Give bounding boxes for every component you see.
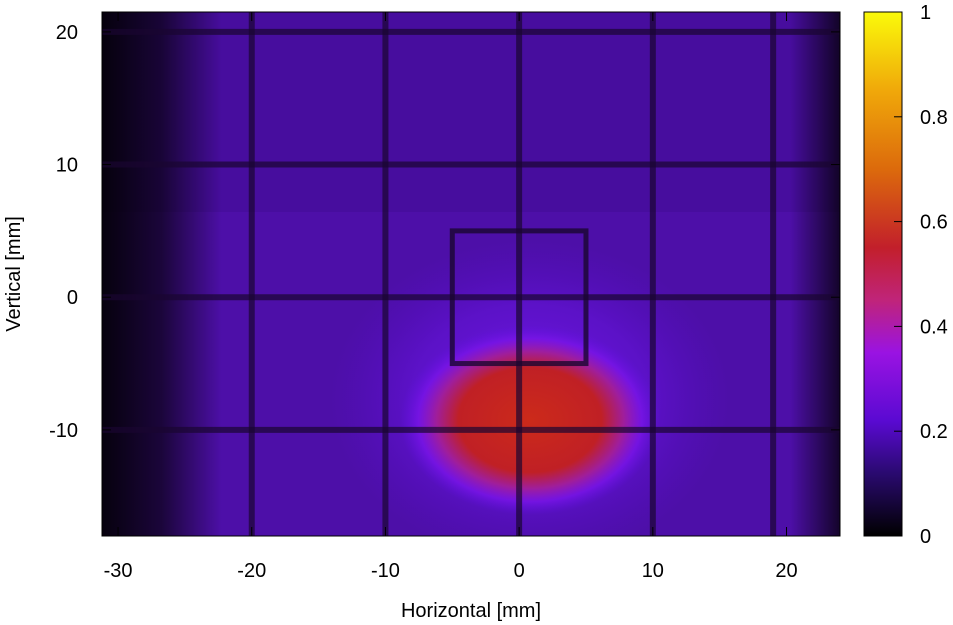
x-tick-label: -10 [371, 560, 400, 582]
x-axis-label: Horizontal [mm] [401, 600, 541, 622]
colorbar-tick-label: 0.4 [920, 316, 948, 338]
colorbar-tick-label: 0.8 [920, 107, 948, 129]
shadow-grid [102, 12, 840, 536]
y-tick-label: 10 [56, 155, 78, 177]
colorbar-tick-label: 1 [920, 2, 931, 24]
x-tick-label: 0 [514, 560, 525, 582]
y-tick-label: 0 [67, 287, 78, 309]
colorbar [863, 11, 903, 537]
colorbar-ticks: 0 0.2 0.4 0.6 0.8 1 [894, 2, 948, 548]
y-axis-ticks: -10 0 10 20 [49, 22, 840, 442]
colorbar-tick-label: 0.2 [920, 421, 948, 443]
left-dark-edge [102, 12, 222, 536]
colorbar-tick-label: 0 [920, 526, 931, 548]
x-tick-label: 10 [642, 560, 664, 582]
x-axis-ticks: -30 -20 -10 0 10 20 [104, 12, 798, 582]
heatmap-image [102, 12, 840, 536]
hot-spot [400, 325, 660, 515]
y-tick-label: -10 [49, 420, 78, 442]
x-tick-label: -20 [237, 560, 266, 582]
square-outline [449, 228, 589, 367]
x-tick-label: 20 [775, 560, 797, 582]
upper-field [102, 12, 840, 212]
colorbar-tick-label: 0.6 [920, 212, 948, 234]
shadow-square [449, 228, 589, 367]
x-tick-label: -30 [104, 560, 133, 582]
right-dark-edge [790, 12, 840, 536]
y-axis-label: Vertical [mm] [3, 216, 25, 332]
plot-frame [101, 11, 841, 537]
y-tick-label: 20 [56, 22, 78, 44]
